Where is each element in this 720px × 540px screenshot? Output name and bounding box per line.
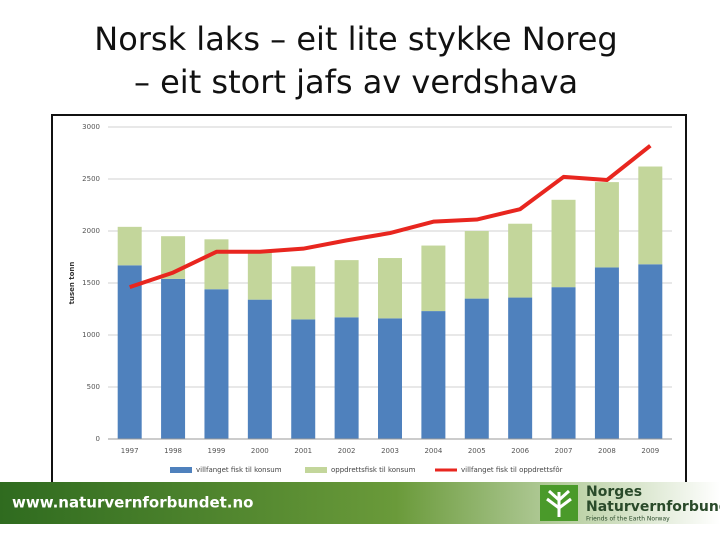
legend-label: oppdrettsfisk til konsum [331, 466, 416, 474]
chart-frame [51, 114, 687, 486]
bar-segment [464, 231, 489, 299]
bar-segment [638, 166, 663, 265]
x-tick-label: 2000 [251, 447, 269, 455]
bar-segment [594, 182, 619, 268]
bar-segment [551, 287, 576, 439]
bar-segment [161, 278, 186, 439]
chart: 0 500 1000 1500 2000 2500 3000 tusen tonn 1997 19… [68, 123, 672, 474]
slide-title: – eit stort jafs av verdshava [134, 63, 578, 101]
bar-segment [204, 289, 229, 439]
bar-segment [638, 264, 663, 439]
x-tick-label: 2008 [598, 447, 616, 455]
x-tick-label: 1998 [164, 447, 182, 455]
x-tick-label: 2002 [338, 447, 356, 455]
bar-segment [551, 199, 576, 288]
bar-segment [247, 250, 272, 300]
y-tick-label: 1500 [82, 279, 100, 287]
y-tick-label: 2000 [82, 227, 100, 235]
bar-segment [291, 319, 316, 439]
x-tick-label: 2004 [424, 447, 442, 455]
logo-text: Naturvernforbundet [586, 499, 720, 515]
x-tick-label: 2007 [555, 447, 573, 455]
x-tick-label: 2003 [381, 447, 399, 455]
y-tick-label: 500 [87, 383, 100, 391]
legend-swatch [170, 467, 192, 473]
x-tick-label: 2001 [294, 447, 312, 455]
bar-segment [508, 223, 533, 298]
bar-segment [247, 299, 272, 439]
legend-swatch [305, 467, 327, 473]
legend-label: villfanget fisk til oppdrettsfôr [461, 466, 563, 474]
footer-url: www.naturvernforbundet.no [12, 494, 253, 512]
logo-subtext: Friends of the Earth Norway [586, 516, 670, 523]
bar-segment [378, 258, 402, 319]
bar-segment [594, 267, 619, 439]
bar-segment [378, 318, 402, 439]
bar-segment [464, 298, 489, 439]
logo-plant [546, 489, 572, 517]
bar-segment [334, 260, 359, 318]
x-tick-label: 1999 [208, 447, 226, 455]
bar-segment [508, 297, 533, 439]
x-tick-label: 2005 [468, 447, 486, 455]
bar-segment [117, 265, 142, 439]
logo-text: Norges [586, 484, 642, 500]
bar-segment [291, 266, 316, 320]
slide-title: Norsk laks – eit lite stykke Noreg [94, 20, 617, 58]
bar-segment [334, 317, 359, 439]
legend-label: villfanget fisk til konsum [196, 466, 282, 474]
bar-segment [117, 226, 142, 266]
bar-segment [204, 239, 229, 290]
line-series [129, 144, 652, 290]
y-axis-label: tusen tonn [68, 262, 76, 305]
y-tick-label: 3000 [82, 123, 100, 131]
bar-segment [421, 245, 446, 312]
x-tick-label: 1997 [121, 447, 139, 455]
x-tick-label: 2009 [641, 447, 659, 455]
y-tick-label: 1000 [82, 331, 100, 339]
x-tick-label: 2006 [511, 447, 529, 455]
y-tick-label: 2500 [82, 175, 100, 183]
bar-segment [421, 311, 446, 439]
footer-bar [0, 482, 720, 524]
y-tick-label: 0 [96, 435, 100, 443]
